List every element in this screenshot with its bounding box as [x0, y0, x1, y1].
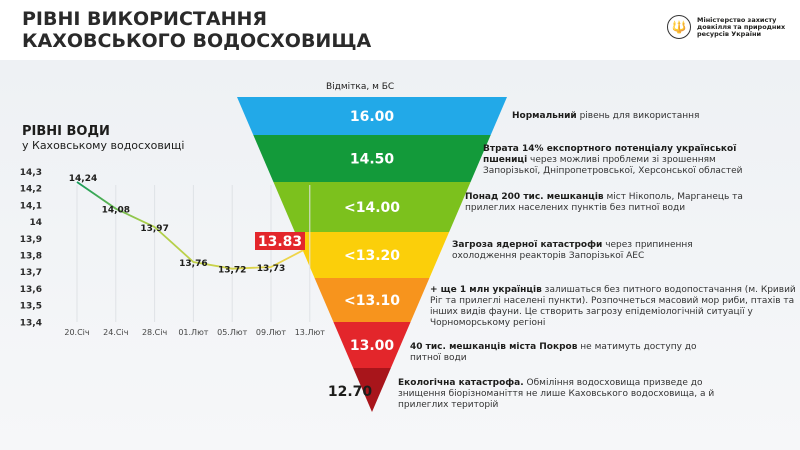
y-tick-label: 13,6: [20, 285, 42, 295]
page-title: РІВНІ ВИКОРИСТАННЯ КАХОВСЬКОГО ВОДОСХОВИЩ…: [22, 8, 371, 52]
data-label: 14,08: [102, 206, 130, 216]
title-line-1: РІВНІ ВИКОРИСТАННЯ: [22, 8, 267, 30]
funnel-band: [237, 97, 507, 135]
ministry-logo: 🔱 Міністерство захисту довкілля та природ…: [667, 15, 787, 39]
chart-heading: РІВНІ ВОДИ у Каховському водосховищі: [22, 124, 184, 152]
level-description: Екологічна катастрофа. Обміління водосхо…: [398, 378, 715, 410]
level-description: + ще 1 млн українців залишаться без питн…: [430, 285, 796, 328]
chart-title: РІВНІ ВОДИ: [22, 124, 110, 139]
funnel-band: [253, 135, 491, 182]
water-level-line: [76, 181, 304, 270]
funnel-level-label: <13.20: [344, 248, 400, 264]
x-tick-label: 24.Січ: [103, 328, 128, 337]
y-tick-label: 14,2: [20, 185, 42, 195]
data-label: 13,73: [257, 264, 285, 274]
y-tick-label: 13,7: [20, 268, 42, 278]
level-description: Понад 200 тис. мешканців міст Нікополь, …: [465, 192, 743, 213]
funnel-level-label: 14.50: [350, 152, 395, 168]
title-line-2: КАХОВСЬКОГО ВОДОСХОВИЩА: [22, 30, 372, 52]
data-label: 13,97: [140, 224, 168, 234]
data-label: 13,72: [218, 266, 246, 276]
y-tick-label: 13,8: [20, 252, 42, 262]
data-label: 13,76: [179, 259, 207, 269]
x-tick-label: 13.Лют: [295, 328, 325, 337]
funnel-level-label: <13.10: [344, 293, 400, 309]
x-tick-label: 28.Січ: [142, 328, 167, 337]
level-description: Нормальний рівень для використання: [512, 111, 700, 121]
funnel-band: [314, 278, 430, 322]
funnel-band: [353, 368, 391, 412]
chart-subtitle: у Каховському водосховищі: [22, 139, 185, 152]
logo-text: Міністерство захисту довкілля та природн…: [697, 15, 786, 38]
funnel-level-label: <14.00: [344, 200, 400, 216]
y-tick-label: 13,9: [20, 235, 42, 245]
y-tick-label: 13,4: [20, 318, 42, 328]
funnel-band: [273, 182, 471, 232]
level-description: Втрата 14% експортного потенціалу україн…: [483, 144, 743, 176]
latest-value-label: 13.83: [258, 234, 302, 250]
funnel-level-label: 12.70: [328, 384, 373, 400]
x-tick-label: 09.Лют: [256, 328, 286, 337]
trident-icon: 🔱: [667, 15, 691, 39]
funnel-axis-label: Відмітка, м БС: [326, 82, 395, 92]
funnel-level-label: 16.00: [350, 109, 395, 125]
funnel-band: [294, 232, 450, 278]
latest-value-badge: [255, 232, 305, 250]
y-tick-label: 13,5: [20, 302, 42, 312]
data-label: 14,24: [69, 174, 97, 184]
y-tick-label: 14,1: [20, 201, 42, 211]
level-description: Загроза ядерної катастрофи через припине…: [452, 240, 693, 261]
funnel-band: [333, 322, 411, 368]
y-tick-label: 14: [29, 218, 42, 228]
level-description: 40 тис. мешканців міста Покров не матиму…: [410, 342, 697, 363]
y-tick-label: 14,3: [20, 168, 42, 178]
funnel-level-label: 13.00: [350, 338, 395, 354]
x-tick-label: 01.Лют: [178, 328, 208, 337]
x-tick-label: 05.Лют: [217, 328, 247, 337]
x-tick-label: 20.Січ: [64, 328, 89, 337]
